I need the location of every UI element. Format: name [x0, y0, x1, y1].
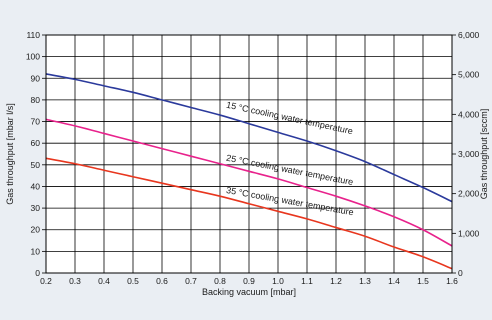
y-tick-label: 10 — [31, 246, 41, 256]
y-tick-label: 20 — [31, 225, 41, 235]
x-tick-label: 0.6 — [156, 276, 168, 286]
x-tick-label: 0.8 — [214, 276, 226, 286]
x-tick-label: 1.5 — [417, 276, 429, 286]
grid — [45, 34, 453, 274]
y-tick-label: 110 — [26, 30, 40, 40]
x-tick-label: 0.2 — [40, 276, 52, 286]
y-tick-label: 30 — [31, 203, 41, 213]
y2-tick-label: 6,000 — [458, 30, 480, 40]
y-tick-labels: 0 10 20 30 40 50 60 70 80 90 100 110 — [26, 30, 46, 278]
y2-tick-label: 3,000 — [458, 149, 480, 159]
y-tick-label: 100 — [26, 52, 40, 62]
x-tick-label: 0.7 — [185, 276, 197, 286]
y2-tick-labels: 0 1,000 2,000 3,000 4,000 5,000 6,000 — [452, 30, 480, 278]
x-tick-label: 1.6 — [446, 276, 458, 286]
x-tick-label: 1.4 — [388, 276, 400, 286]
y-tick-label: 70 — [31, 117, 41, 127]
y2-tick-label: 1,000 — [458, 228, 480, 238]
y2-tick-label: 0 — [458, 268, 463, 278]
y2-axis-label: Gas throughput [sccm] — [479, 109, 489, 200]
series-layer — [45, 73, 453, 270]
y2-tick-label: 5,000 — [458, 70, 480, 80]
x-tick-label: 1.0 — [272, 276, 284, 286]
x-tick-label: 1.2 — [330, 276, 342, 286]
x-tick-label: 0.9 — [243, 276, 255, 286]
x-tick-label: 0.3 — [69, 276, 81, 286]
x-axis-label: Backing vacuum [mbar] — [202, 287, 296, 297]
y-tick-label: 40 — [31, 181, 41, 191]
series-line-3 — [45, 157, 453, 270]
y2-tick-label: 4,000 — [458, 109, 480, 119]
y-tick-label: 50 — [31, 160, 41, 170]
y-axis-label: Gas throughput [mbar l/s] — [5, 103, 15, 205]
y-tick-label: 90 — [31, 73, 41, 83]
series-line-2 — [45, 118, 453, 247]
x-tick-label: 1.3 — [359, 276, 371, 286]
y-tick-label: 60 — [31, 138, 41, 148]
series-line-1 — [45, 73, 453, 203]
y2-tick-label: 2,000 — [458, 189, 480, 199]
y-tick-label: 0 — [35, 268, 40, 278]
x-tick-label: 0.4 — [98, 276, 110, 286]
x-tick-labels: 0.2 0.3 0.4 0.5 0.6 0.7 0.8 0.9 1.0 1.1 1.2 1.3 1.4 1… — [40, 276, 458, 286]
x-tick-label: 0.5 — [127, 276, 139, 286]
x-tick-label: 1.1 — [301, 276, 313, 286]
y-tick-label: 80 — [31, 95, 41, 105]
